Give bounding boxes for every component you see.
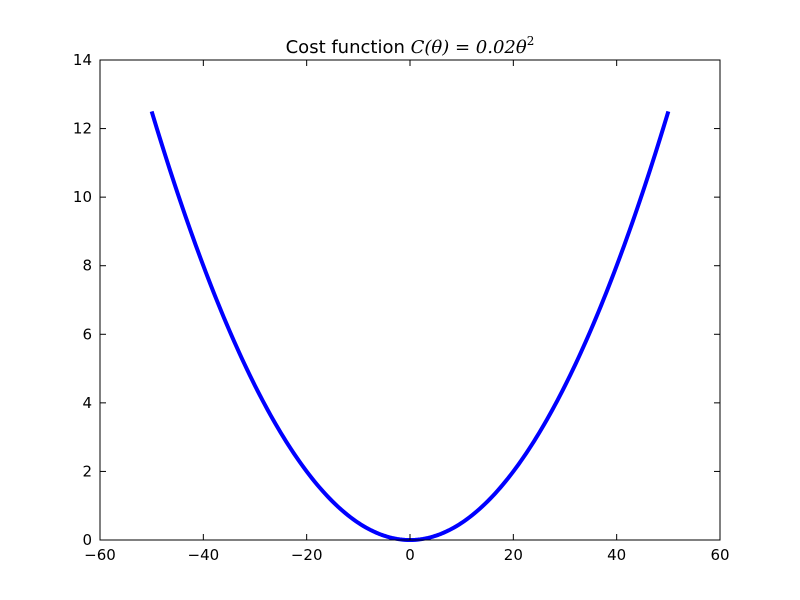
y-tick-label: 0 — [82, 531, 92, 549]
chart-title-exponent: 2 — [527, 34, 535, 48]
y-tick-label: 14 — [73, 51, 92, 69]
x-tick-label: −40 — [188, 546, 220, 564]
x-tick-label: 0 — [405, 546, 415, 564]
y-tick-label: 10 — [73, 188, 92, 206]
x-tick-label: 60 — [710, 546, 729, 564]
y-tick-label: 2 — [82, 462, 92, 480]
y-tick-label: 6 — [82, 325, 92, 343]
x-tick-label: 20 — [504, 546, 523, 564]
x-tick-label: −20 — [291, 546, 323, 564]
plot-area: −60 −40 −20 0 20 40 60 0 2 4 6 8 10 12 14 — [73, 51, 730, 564]
chart-title-text: Cost function — [286, 37, 405, 58]
y-tick-label: 8 — [82, 257, 92, 275]
y-tick-label: 4 — [82, 394, 92, 412]
chart-title: Cost function C(θ) = 0.02θ2 — [286, 34, 535, 58]
chart-title-formula: C(θ) = 0.02θ — [411, 37, 527, 58]
series-line-0 — [149, 110, 671, 542]
y-tick-label: 12 — [73, 120, 92, 138]
x-tick-label: 40 — [607, 546, 626, 564]
x-tick-label: −60 — [84, 546, 116, 564]
axes-frame — [99, 59, 721, 541]
